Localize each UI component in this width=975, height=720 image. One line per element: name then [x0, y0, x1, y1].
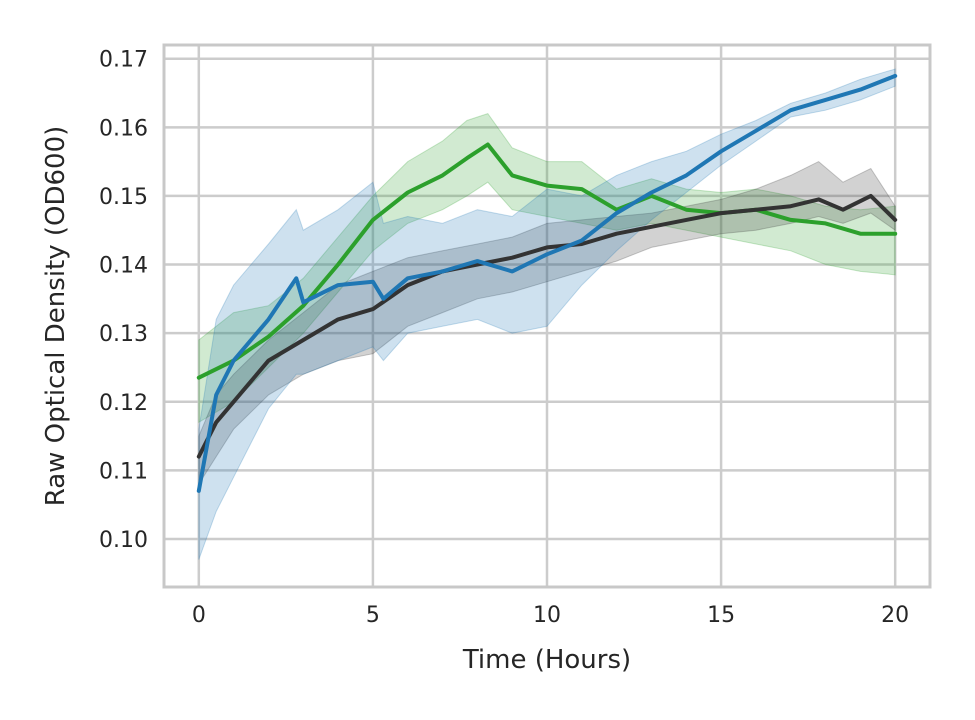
y-tick-label: 0.17: [99, 48, 148, 73]
y-tick-label: 0.12: [99, 391, 148, 416]
x-tick-labels: 0 5 10 15 20: [192, 603, 909, 628]
grid: [164, 45, 930, 587]
plot-frame: [162, 43, 932, 589]
confidence-band-1: [198, 113, 896, 424]
y-tick-label: 0.14: [99, 254, 148, 279]
series-lines: [196, 73, 898, 493]
series-line-1: [196, 142, 898, 380]
confidence-band-2: [198, 161, 896, 486]
y-axis-label: Raw Optical Density (OD600): [41, 126, 71, 507]
y-tick-label: 0.16: [99, 116, 148, 141]
series-line-2: [196, 193, 898, 459]
x-tick-label: 10: [533, 603, 561, 628]
series-line-3: [196, 73, 898, 493]
y-tick-labels: 0.10 0.11 0.12 0.13 0.14 0.15 0.16 0.17: [99, 48, 148, 553]
y-tick-label: 0.11: [99, 459, 148, 484]
y-tick-label: 0.10: [99, 528, 148, 553]
x-tick-label: 15: [707, 603, 735, 628]
x-tick-label: 20: [881, 603, 909, 628]
x-axis-label: Time (Hours): [462, 645, 631, 675]
confidence-bands: [198, 68, 896, 560]
confidence-band-3: [198, 68, 896, 560]
y-tick-label: 0.13: [99, 322, 148, 347]
x-tick-label: 5: [366, 603, 380, 628]
x-tick-label: 0: [192, 603, 206, 628]
y-tick-label: 0.15: [99, 185, 148, 210]
